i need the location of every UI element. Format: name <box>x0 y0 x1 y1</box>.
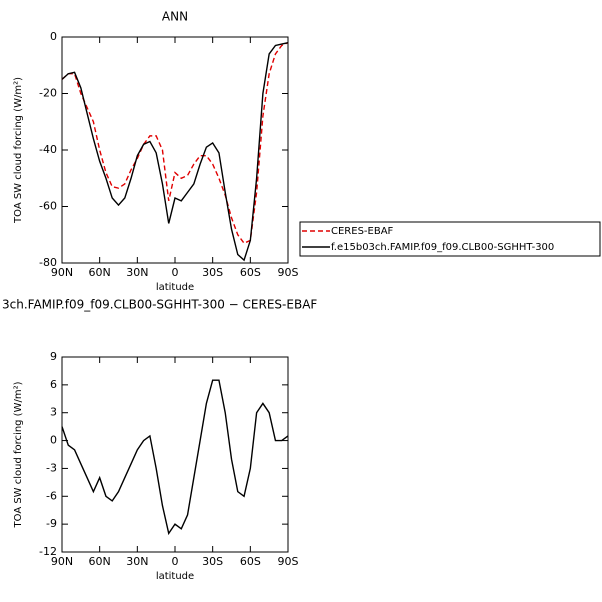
legend-label: CERES-EBAF <box>331 226 394 237</box>
chart-title: ANN <box>162 10 188 24</box>
x-tick-label: 30N <box>126 555 148 568</box>
plot-frame <box>61 356 289 553</box>
x-tick-label: 90S <box>278 266 299 279</box>
y-tick-label: 6 <box>50 378 57 391</box>
x-tick-label: 30N <box>126 266 148 279</box>
x-tick-label: 0 <box>172 555 179 568</box>
x-tick-label: 90N <box>51 266 73 279</box>
y-tick-label: -20 <box>39 87 57 100</box>
y-tick-label: 3 <box>50 406 57 419</box>
y-tick-label: 9 <box>50 350 57 363</box>
y-tick-label: -12 <box>39 545 57 558</box>
x-axis-label: latitude <box>156 282 194 293</box>
x-tick-label: 90S <box>278 555 299 568</box>
x-tick-label: 90N <box>51 555 73 568</box>
x-tick-label: 60S <box>240 555 261 568</box>
y-tick-label: 0 <box>50 434 57 447</box>
x-axis-label: latitude <box>156 571 194 582</box>
legend-box <box>299 221 601 257</box>
data-line <box>61 379 289 536</box>
y-tick-label: -3 <box>46 461 57 474</box>
y-tick-label: -9 <box>46 517 57 530</box>
x-tick-label: 60N <box>89 555 111 568</box>
y-tick-label: -6 <box>46 489 57 502</box>
y-axis-label: TOA SW cloud forcing (W/m²) <box>13 77 24 224</box>
x-tick-label: 60S <box>240 266 261 279</box>
data-line <box>61 41 289 262</box>
x-tick-label: 0 <box>172 266 179 279</box>
x-tick-label: 30S <box>202 266 223 279</box>
y-axis-label: TOA SW cloud forcing (W/m²) <box>13 381 24 528</box>
x-tick-label: 30S <box>202 555 223 568</box>
legend-label: f.e15b03ch.FAMIP.f09_f09.CLB00-SGHHT-300 <box>331 242 554 253</box>
y-tick-label: 0 <box>50 30 57 43</box>
y-tick-label: -60 <box>39 200 57 213</box>
y-tick-label: -40 <box>39 143 57 156</box>
chart-title: 3ch.FAMIP.f09_f09.CLB00-SGHHT-300 − CERE… <box>2 298 317 312</box>
x-tick-label: 60N <box>89 266 111 279</box>
y-tick-label: -80 <box>39 256 57 269</box>
data-line <box>61 42 289 245</box>
